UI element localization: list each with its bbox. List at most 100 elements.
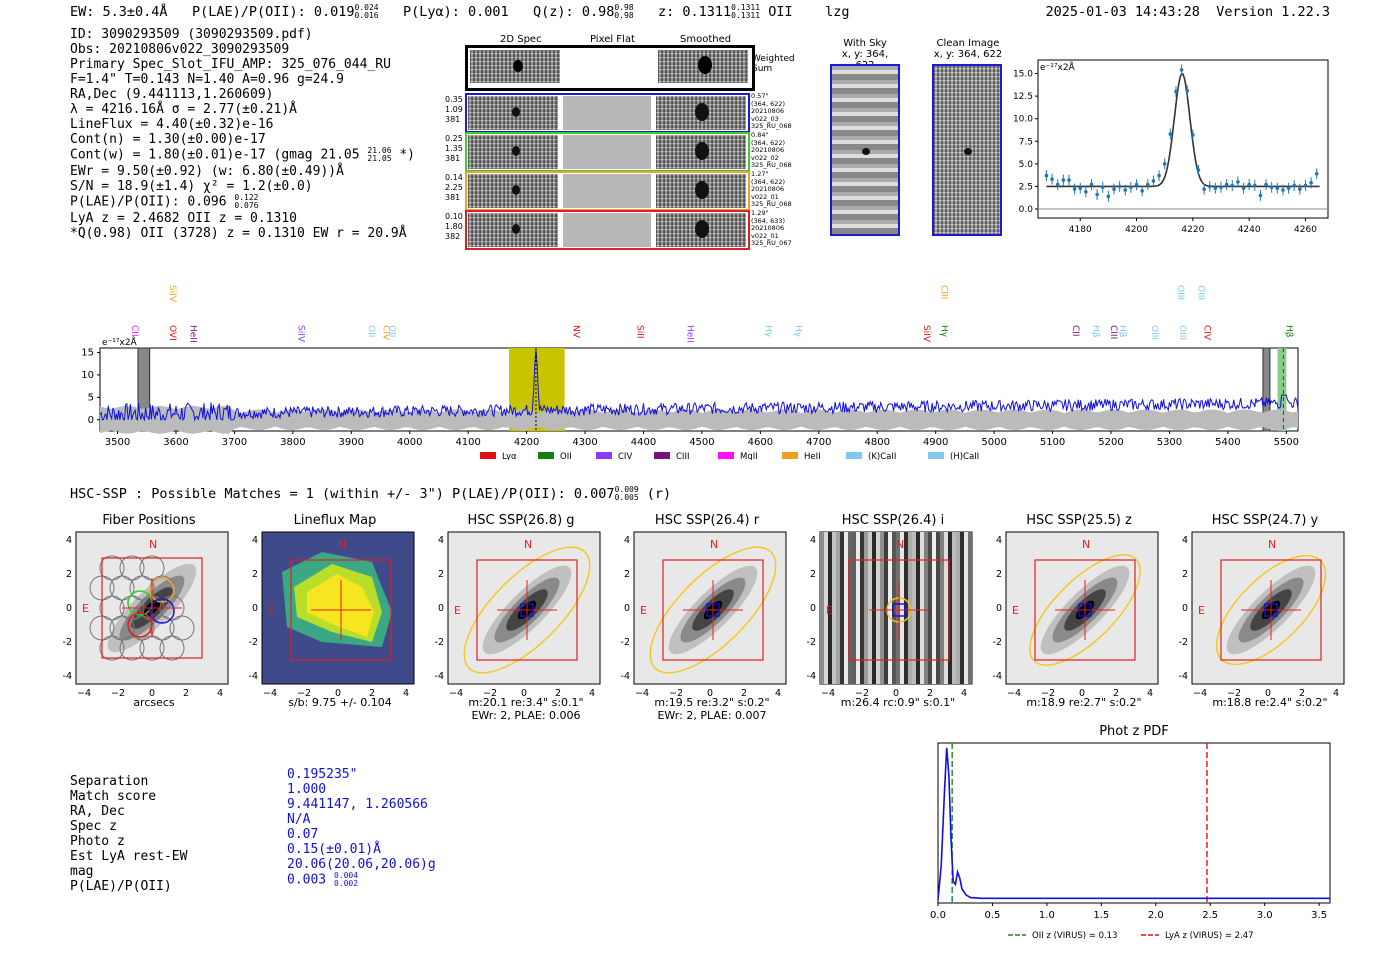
row-smoothed-blob [695,220,709,238]
fit-data-point [1084,190,1088,194]
row-smoothed-blob [695,142,709,160]
row-detail-4: v022_03 [751,114,779,123]
fiber-circle [129,575,155,601]
spec-xtick-label: 3500 [105,437,130,448]
spec-legend-label: CIII [676,452,689,460]
hsc-stripe [880,532,884,684]
hsc-xtick-label: −4 [449,688,463,699]
hsc-detect-box [706,603,720,617]
pz-xtick-label: 1.0 [1039,910,1055,921]
value-radec: 9.441147, 1.260566 [287,797,428,812]
row-weight-1: 0.14 [445,173,463,182]
cutout-row: 0.10 1.80 382 1.29" (364, 633) 20210806 … [440,209,792,250]
hsc-search-box [290,559,392,661]
hsc-xtick-label: 4 [961,688,967,699]
hsc-aperture-ellipse [649,546,777,674]
hsc-ytick-label: 2 [810,569,816,580]
hsc-xtick-label: 2 [1113,688,1119,699]
row-detail-4: v022_01 [751,231,779,240]
hsc-ytick-label: 4 [438,535,444,546]
row-frame [465,210,750,250]
fiber-circle [129,615,155,641]
spec-line-label: HeII [684,325,694,343]
hsc-stripe [876,532,880,684]
col-smoothed: Smoothed [680,34,732,45]
row-detail-2: (364, 622) [751,99,786,108]
fit-ytick-label: 7.5 [1019,137,1033,147]
hsc-xtick-label: −2 [855,688,869,699]
hsc-ytick-label: 0 [252,603,258,614]
fit-data-point [1286,186,1291,191]
info-radec: RA,Dec (9.441113,1.260609) [70,87,274,102]
hsc-xtick-label: 0 [893,688,899,699]
hsc-panel-caption-2: EWr: 2, PLAE: 0.006 [471,709,581,722]
fit-data-point [1095,192,1099,197]
spec-line-label: OIII [1177,325,1187,340]
match-plae-hi: 0.004 [333,871,359,880]
spec-line-label: CII [1070,325,1080,337]
hsc-ytick-label: -2 [1179,637,1188,648]
hsc-panel-image: N E 4 2 0 -2 -4 −4 −2 0 2 4 [621,531,787,699]
hsc-panel-title: HSC SSP(26.4) r [654,513,760,528]
col-2d-spec: 2D Spec [500,34,542,45]
spec-legend-swatch [782,452,798,459]
hsc-stripe [956,532,960,684]
hsc-stripe [864,532,868,684]
hsc-stripe [944,532,948,684]
fit-ytick-label: 2.5 [1019,182,1033,192]
hsc-panel-caption: m:18.8 re:2.4" s:0.2" [1212,696,1328,709]
pz-frame [937,742,1331,904]
plae-lo: 0.016 [354,11,379,20]
value-spec-z: N/A [287,812,311,827]
hsc-panel-caption: s/b: 9.75 +/- 0.104 [288,696,392,709]
hsc-xtick-label: 4 [775,688,781,699]
spec-legend-swatch [596,452,612,459]
hsc-xtick-label: −2 [111,688,125,699]
spec-line-label: Hγ [763,325,773,338]
hsc-stripe [892,532,896,684]
fit-data-point [1252,183,1257,188]
info-fiber: F=1.4" T=0.143 N=1.40 A=0.96 g=24.9 [70,72,344,87]
row-pixel-flat [563,174,651,208]
value-photo-z: 0.07 [287,827,319,842]
fiber-circle [119,555,145,581]
hsc-xtick-label: 0 [149,688,155,699]
col-pixel-flat: Pixel Flat [590,34,635,45]
hsc-xtick-label: 0 [1265,688,1271,699]
hsc-search-box [1034,559,1136,661]
fit-ytick-label: 0.0 [1019,205,1034,215]
spec-xtick-label: 3700 [222,437,247,448]
spec-xtick-label: 4300 [572,437,597,448]
pz-xtick-label: 3.0 [1257,910,1273,921]
header-summary: EW: 5.3±0.4Å P(LAE)/P(OII): 0.0190.024 0.… [70,4,849,21]
version: Version 1.22.3 [1216,4,1330,20]
match-labels: Separation Match score RA, Dec Spec z Ph… [70,774,187,894]
pz-xtick-label: 1.5 [1093,910,1109,921]
spec-legend-swatch [718,452,734,459]
hsc-ytick-label: -4 [807,671,816,682]
hsc-stripe [836,532,840,684]
label-separation: Separation [70,774,149,789]
hsc-stripe [940,532,944,684]
spec-legend-swatch [480,452,496,459]
spec-xtick-label: 5400 [1215,437,1240,448]
hsc-panels: Fiber Positions N E 4 2 0 -2 -4 −4 −2 0 2 4 arcsecs Li… [0,510,1400,725]
spec-masked-band [1262,347,1271,432]
fit-data-point [1050,177,1054,181]
hsc-ytick-label: 2 [1182,569,1188,580]
value-plae: 0.003 0.004 0.002 [287,872,436,889]
spec-line-label: SiII [635,325,645,339]
hsc-panel: HSC SSP(26.4) r N E 4 2 0 -2 -4 −4 −2 0 2 4 m:19.5 re… [616,510,808,725]
fit-xtick-label: 4220 [1181,225,1204,235]
clean-image-coord: x, y: 364, 622 [933,49,1003,60]
value-plae-text: 0.003 [287,872,327,888]
hsc-xtick-label: 4 [589,688,595,699]
pz-xtick-label: 0.5 [984,910,1000,921]
hsc-ytick-label: 2 [438,569,444,580]
detection-info: ID: 3090293509 (3090293509.pdf) Obs: 202… [70,27,415,241]
hsc-north-label: N [896,538,904,551]
spec-ytick-label: 0 [88,415,94,426]
spec-line-label: CIII [939,285,949,299]
row-detail-5: 325_RU_068 [751,200,792,208]
plae-text: P(LAE)/P(OII): 0.096 [70,194,227,210]
